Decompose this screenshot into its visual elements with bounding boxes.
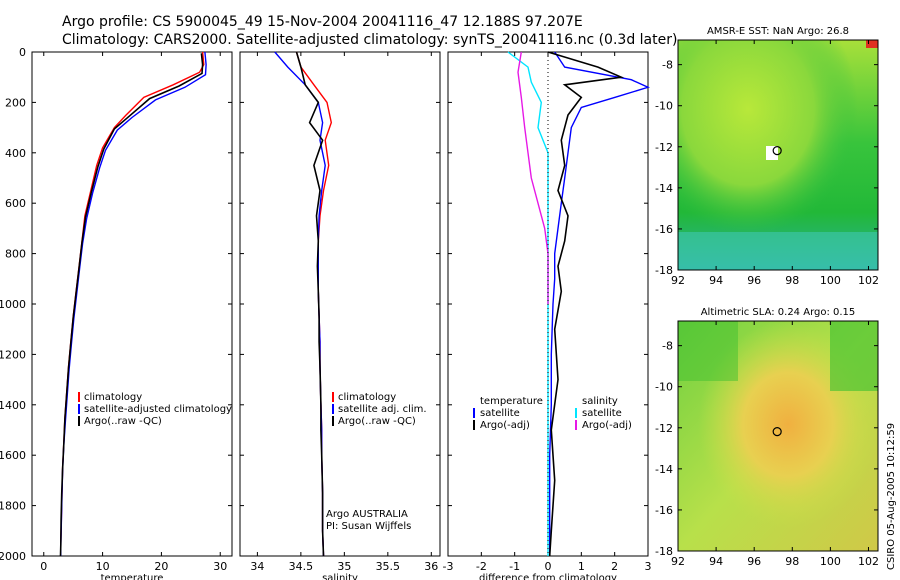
difference-xtick-label: 3 bbox=[645, 560, 652, 573]
sla-map-frame bbox=[677, 320, 879, 552]
temperature-ytick-label: 0 bbox=[19, 46, 26, 59]
temperature-xlabel: temperature bbox=[101, 573, 164, 580]
sst-map-ytick-label: -18 bbox=[655, 264, 673, 277]
temperature-xtick-label: 30 bbox=[213, 560, 227, 573]
difference-xtick-label: -3 bbox=[443, 560, 454, 573]
difference-legend-right-label: satellite bbox=[582, 408, 622, 419]
sst-map-ytick-label: -8 bbox=[662, 59, 673, 72]
temperature-legend-label: satellite-adjusted climatology bbox=[84, 404, 232, 415]
sst-map-ytick-label: -12 bbox=[655, 141, 673, 154]
sst-map-chart: AMSR-E SST: NaN Argo: 26.8 92 94 96 98 100 102… bbox=[655, 26, 879, 287]
difference-legend-right-label: Argo(-adj) bbox=[582, 420, 632, 431]
salinity-series-argo bbox=[295, 51, 325, 557]
sst-map-ytick-label: -14 bbox=[655, 182, 673, 195]
sla-map-chart: Altimetric SLA: 0.24 Argo: 0.15 92 94 96 98 1… bbox=[655, 307, 879, 568]
difference-xtick-label: 1 bbox=[578, 560, 585, 573]
sla-map-xtick-label: 92 bbox=[671, 555, 685, 568]
sst-map-title: AMSR-E SST: NaN Argo: 26.8 bbox=[707, 26, 849, 37]
sst-map-xtick-label: 94 bbox=[709, 274, 723, 287]
difference-legend-right-title: salinity bbox=[582, 396, 618, 407]
sst-map-xtick-label: 100 bbox=[820, 274, 841, 287]
sst-map-ytick-label: -16 bbox=[655, 223, 673, 236]
temperature-legend-label: Argo(..raw -QC) bbox=[84, 416, 162, 427]
difference-legend-left-label: Argo(-adj) bbox=[480, 420, 530, 431]
figure-title-line1: Argo profile: CS 5900045_49 15-Nov-2004 … bbox=[62, 14, 583, 30]
temperature-ytick-label: 1800 bbox=[0, 500, 26, 513]
temperature-ytick-label: 2000 bbox=[0, 550, 26, 563]
difference-series-salinity-satellite bbox=[507, 51, 549, 556]
difference-series-salinity-argo-adj- bbox=[517, 51, 549, 304]
sst-map-xtick-label: 92 bbox=[671, 274, 685, 287]
difference-xtick-label: 2 bbox=[611, 560, 618, 573]
salinity-xtick-label: 36 bbox=[424, 560, 438, 573]
sla-map-xtick-label: 98 bbox=[785, 555, 799, 568]
salinity-legend-label: climatology bbox=[338, 392, 396, 403]
sla-map-ytick-label: -10 bbox=[655, 381, 673, 394]
salinity-xtick-label: 34 bbox=[250, 560, 264, 573]
sst-map-ytick-label: -10 bbox=[655, 100, 673, 113]
salinity-xtick-label: 34.5 bbox=[289, 560, 314, 573]
temperature-ytick-label: 600 bbox=[5, 197, 26, 210]
salinity-annotation: Argo AUSTRALIA bbox=[326, 509, 408, 520]
difference-xtick-label: -2 bbox=[476, 560, 487, 573]
sst-map-frame bbox=[677, 39, 879, 271]
salinity-legend-label: satellite adj. clim. bbox=[338, 404, 427, 415]
sst-map-xtick-label: 102 bbox=[858, 274, 879, 287]
difference-xtick-label: 0 bbox=[545, 560, 552, 573]
temperature-ytick-label: 1200 bbox=[0, 348, 26, 361]
salinity-series-satellite-adj-clim- bbox=[274, 51, 326, 557]
salinity-legend-label: Argo(..raw -QC) bbox=[338, 416, 416, 427]
salinity-xtick-label: 35 bbox=[337, 560, 351, 573]
sla-map-float-marker bbox=[772, 427, 782, 437]
sla-map-title: Altimetric SLA: 0.24 Argo: 0.15 bbox=[701, 307, 856, 318]
temperature-ytick-label: 1000 bbox=[0, 298, 26, 311]
sst-map-xtick-label: 96 bbox=[747, 274, 761, 287]
difference-series-temperature-argo-adj- bbox=[547, 51, 625, 557]
sla-map-xtick-label: 102 bbox=[858, 555, 879, 568]
temperature-xtick-label: 10 bbox=[96, 560, 110, 573]
temperature-xtick-label: 20 bbox=[154, 560, 168, 573]
sla-map-ytick-label: -18 bbox=[655, 545, 673, 558]
salinity-xtick-label: 35.5 bbox=[376, 560, 401, 573]
sla-map-xtick-label: 94 bbox=[709, 555, 723, 568]
sla-map-ytick-label: -14 bbox=[655, 463, 673, 476]
sst-map-xtick-label: 98 bbox=[785, 274, 799, 287]
sla-map-ytick-label: -16 bbox=[655, 504, 673, 517]
difference-xlabel: difference from climatology bbox=[479, 573, 617, 580]
temperature-ytick-label: 200 bbox=[5, 96, 26, 109]
difference-legend-left-label: satellite bbox=[480, 408, 520, 419]
figure-title-line2: Climatology: CARS2000. Satellite-adjuste… bbox=[62, 32, 677, 48]
temperature-legend-label: climatology bbox=[84, 392, 142, 403]
side-timestamp: CSIRO 05-Aug-2005 10:12:59 bbox=[886, 423, 897, 570]
temperature-series-climatology bbox=[60, 51, 205, 556]
salinity-frame bbox=[239, 51, 441, 557]
sst-map-float-marker bbox=[772, 146, 782, 156]
difference-series-temperature-satellite bbox=[549, 51, 650, 556]
difference-chart: -3 -2 -1 0 1 2 3 difference from climatology tem… bbox=[443, 51, 652, 580]
difference-xtick-label: -1 bbox=[509, 560, 520, 573]
sla-map-ytick-label: -8 bbox=[662, 340, 673, 353]
salinity-annotation: PI: Susan Wijffels bbox=[326, 521, 411, 532]
temperature-xtick-label: 0 bbox=[40, 560, 47, 573]
temperature-series-argo bbox=[59, 53, 204, 557]
temperature-series-satellite-adjusted-climatology bbox=[60, 51, 207, 556]
sla-map-xtick-label: 96 bbox=[747, 555, 761, 568]
sla-map-xtick-label: 100 bbox=[820, 555, 841, 568]
temperature-ytick-label: 400 bbox=[5, 147, 26, 160]
sla-map-ytick-label: -12 bbox=[655, 422, 673, 435]
temperature-ytick-label: 1400 bbox=[0, 399, 26, 412]
salinity-chart: 34 34.5 35 35.5 36 salinity climatologysatelli… bbox=[239, 51, 441, 580]
temperature-chart: 0 10 20 30 temperature 0 200 400 600 800 1000 1200 1… bbox=[0, 46, 233, 580]
difference-legend-left-title: temperature bbox=[480, 396, 543, 407]
salinity-xlabel: salinity bbox=[322, 573, 358, 580]
temperature-ytick-label: 1600 bbox=[0, 449, 26, 462]
temperature-ytick-label: 800 bbox=[5, 248, 26, 261]
